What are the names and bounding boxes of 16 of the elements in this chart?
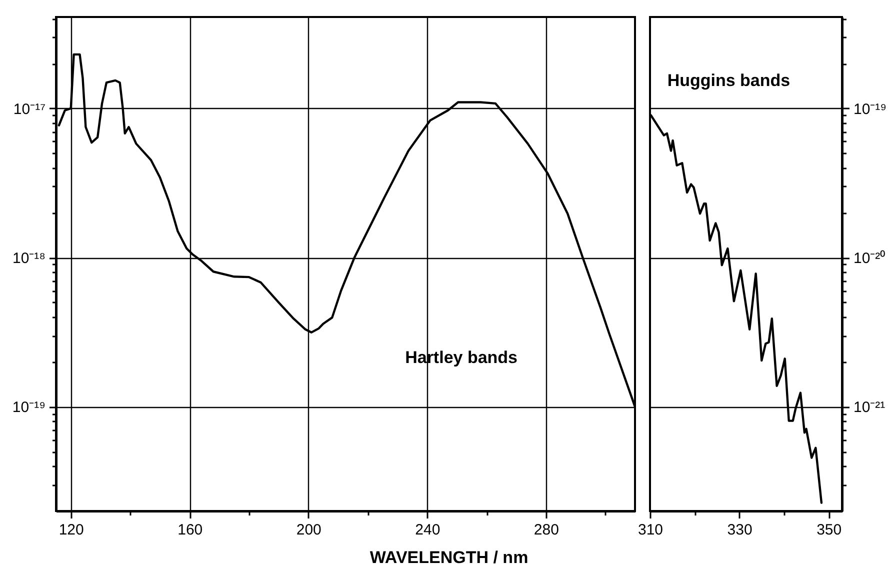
x-tick-label: 200: [296, 522, 322, 538]
y2-tick-label: 10⁻²¹: [854, 399, 886, 416]
x-tick-label: 310: [638, 522, 664, 538]
x-tick-label: 120: [58, 522, 84, 538]
y2-tick-label: 10⁻¹⁹: [854, 100, 887, 118]
x-tick-label: 240: [415, 522, 440, 538]
y-tick-label: 10⁻¹⁹: [12, 399, 46, 416]
y2-tick-label: 10⁻²⁰: [854, 250, 886, 268]
x-tick-label: 330: [727, 522, 752, 538]
y-tick-label: 10⁻¹⁷: [13, 100, 46, 118]
y-tick-label: 10⁻¹⁸: [12, 250, 46, 268]
annotation: Huggins bands: [667, 71, 790, 90]
x-axis-title: WAVELENGTH / nm: [370, 548, 528, 566]
x-tick-label: 350: [816, 522, 842, 538]
x-tick-label: 160: [178, 522, 203, 538]
x-tick-label: 280: [534, 522, 559, 538]
